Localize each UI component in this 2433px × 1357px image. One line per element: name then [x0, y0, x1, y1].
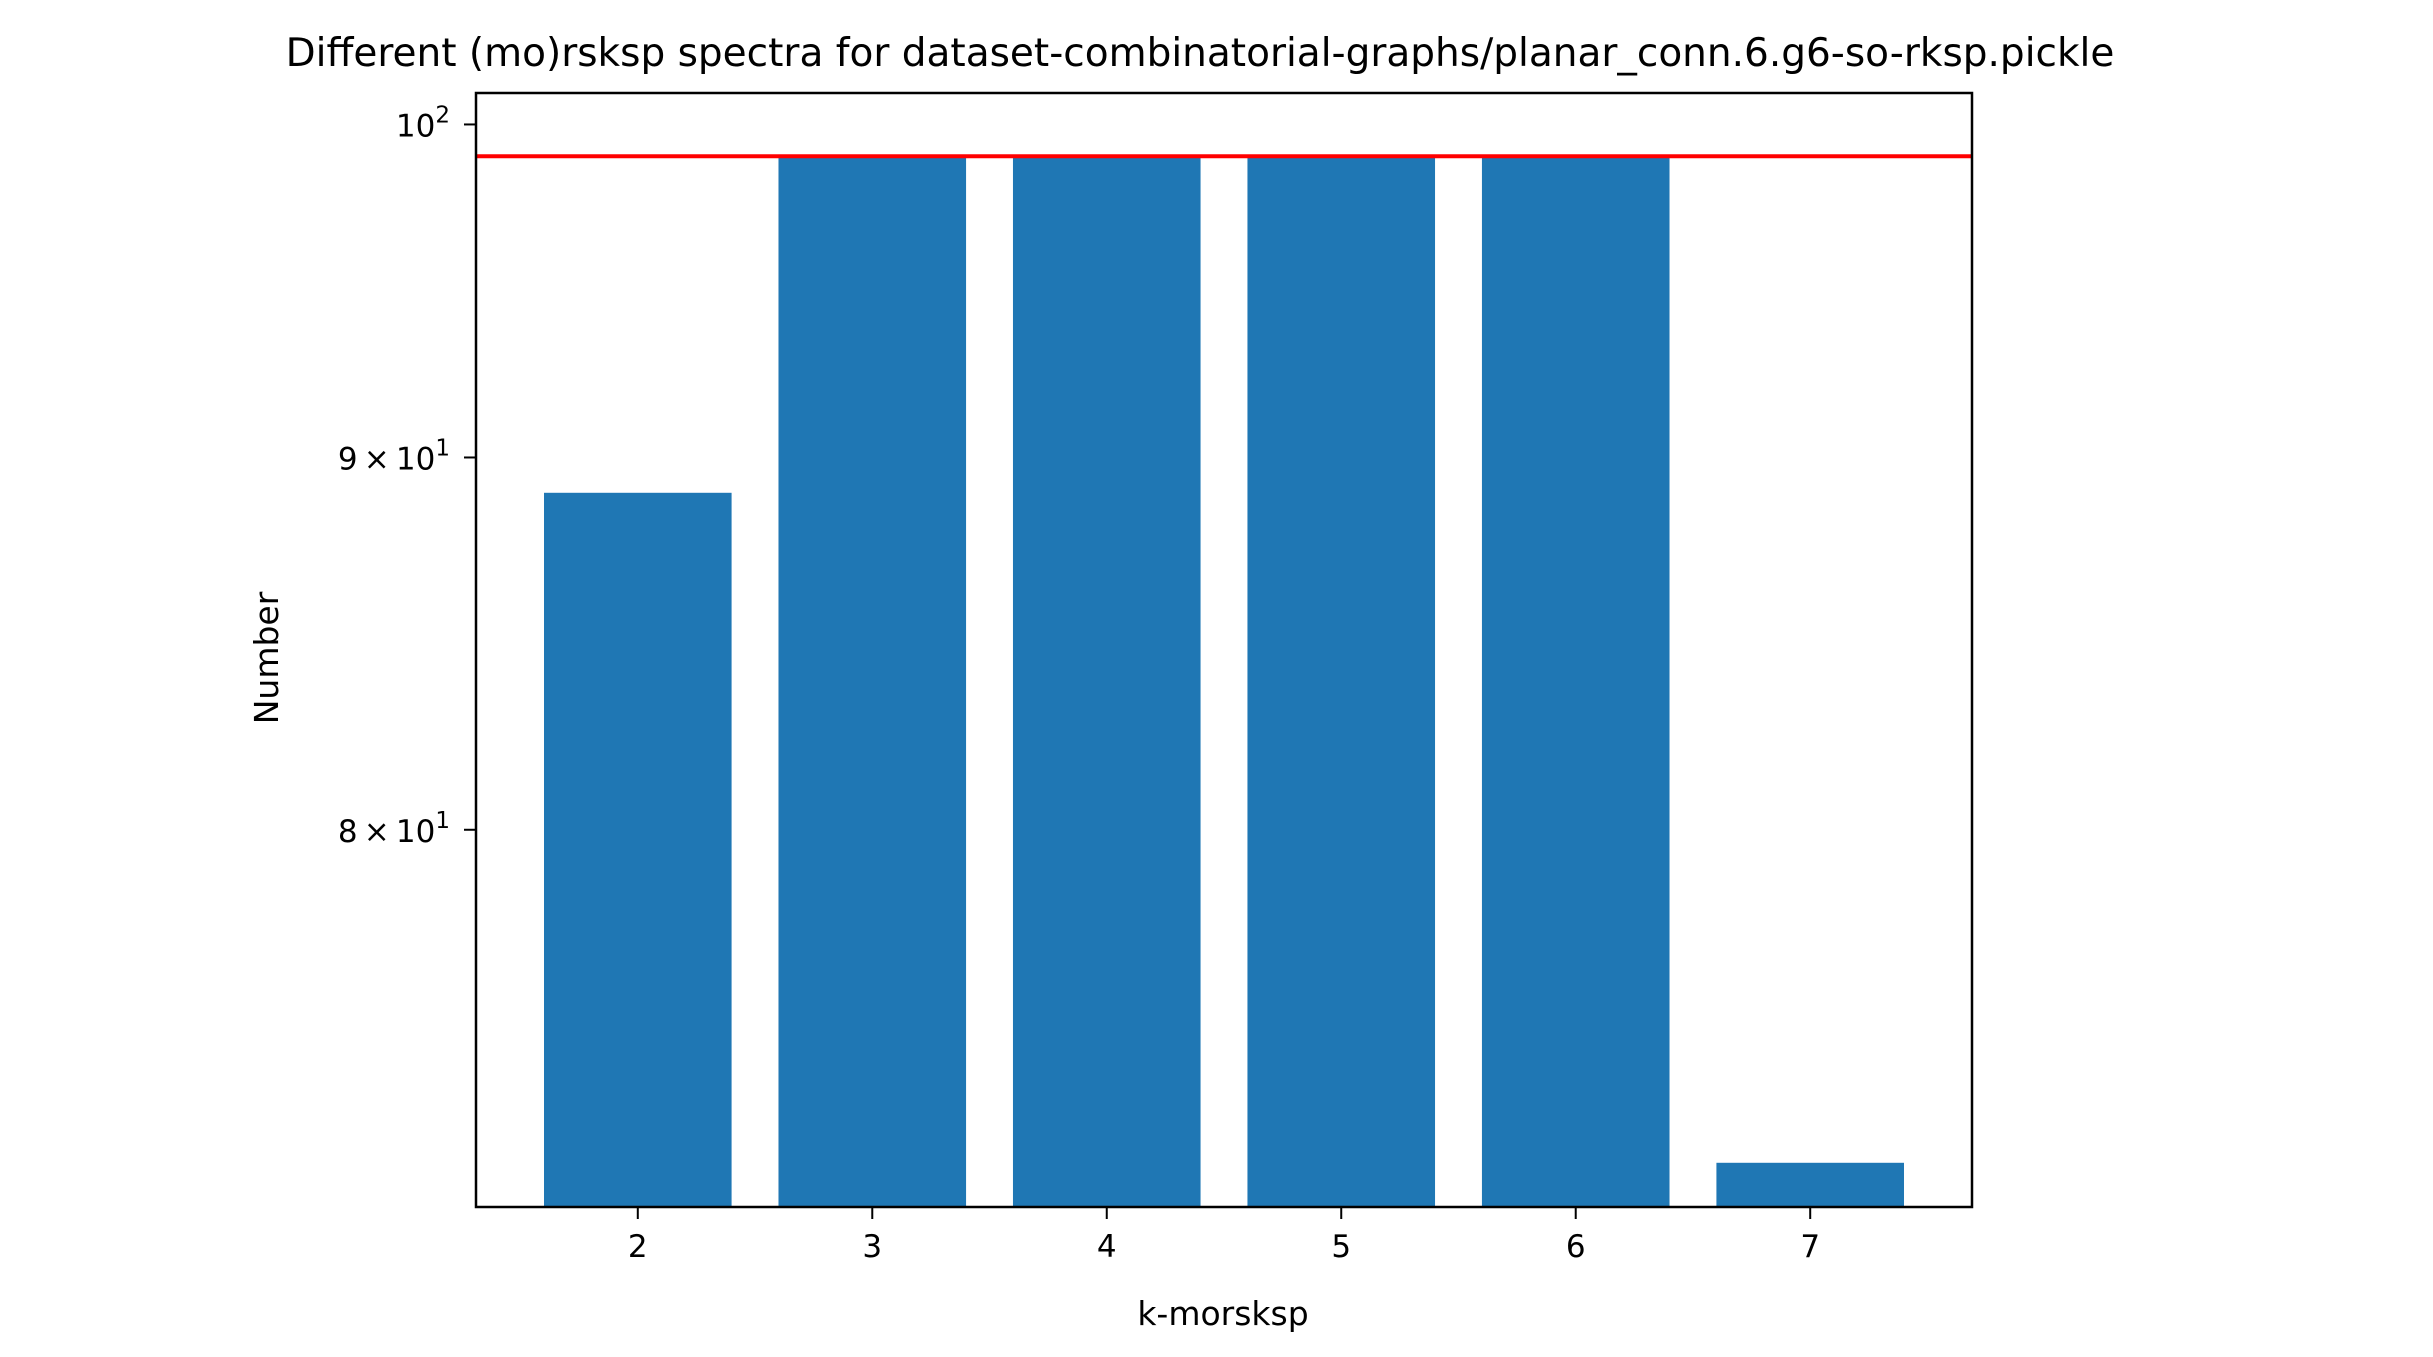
x-tick-label-5: 5 — [1331, 1229, 1351, 1265]
bars — [544, 156, 1904, 1208]
bar-5 — [1247, 156, 1436, 1208]
plot-frame — [474, 91, 1974, 1209]
y-tick-label-90: 9 × 101 — [338, 435, 450, 477]
y-axis-label: Number — [247, 591, 286, 724]
chart-title: Different (mo)rsksp spectra for dataset-… — [286, 31, 2115, 76]
x-tick-label-2: 2 — [628, 1229, 648, 1265]
bar-6 — [1481, 156, 1670, 1208]
x-axis-label: k-morsksp — [1137, 1294, 1308, 1333]
bar-4 — [1012, 156, 1201, 1208]
x-tick-label-6: 6 — [1566, 1229, 1586, 1265]
x-tick-label-7: 7 — [1800, 1229, 1820, 1265]
x-tick-label-4: 4 — [1097, 1229, 1117, 1265]
y-tick-label-100: 102 — [396, 102, 450, 144]
x-axis-ticks: 2 3 4 5 6 7 — [628, 1207, 1820, 1265]
y-tick-label-80: 8 × 101 — [338, 808, 450, 850]
x-tick-label-3: 3 — [862, 1229, 882, 1265]
bar-7 — [1716, 1162, 1904, 1207]
y-axis-ticks: 8 × 101 9 × 101 102 — [338, 102, 476, 850]
bar-3 — [778, 156, 967, 1208]
bar-2 — [544, 492, 732, 1208]
